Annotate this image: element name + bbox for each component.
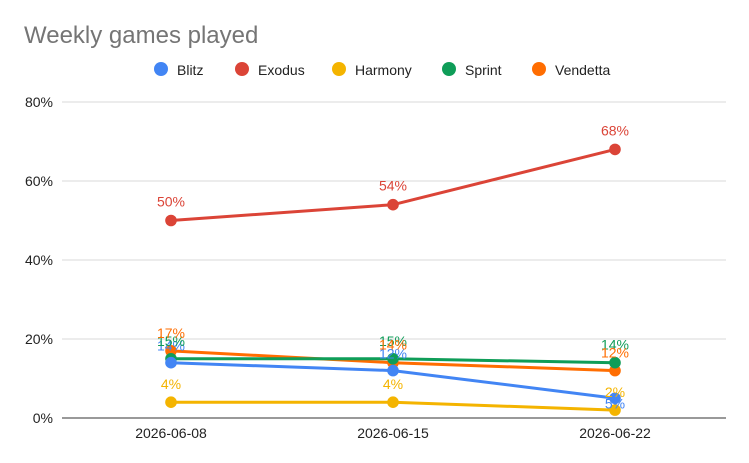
- x-tick-label: 2026-06-22: [579, 425, 651, 441]
- y-tick-label: 80%: [25, 94, 53, 110]
- legend-marker: [442, 62, 456, 76]
- data-point[interactable]: [165, 396, 177, 409]
- y-grid: [62, 101, 726, 419]
- legend-item[interactable]: Harmony: [332, 62, 412, 78]
- legend-item[interactable]: Sprint: [442, 62, 502, 78]
- y-tick-label: 0%: [33, 410, 53, 426]
- x-tick-label: 2026-06-15: [357, 425, 429, 441]
- legend-marker: [235, 62, 249, 76]
- legend-item[interactable]: Vendetta: [532, 62, 610, 78]
- data-point[interactable]: [387, 396, 399, 409]
- data-point[interactable]: [609, 143, 621, 156]
- legend-marker: [332, 62, 346, 76]
- y-tick-label: 40%: [25, 252, 53, 268]
- x-axis: 2026-06-08 2026-06-15 2026-06-22: [135, 425, 651, 441]
- y-axis: 0% 20% 40% 60% 80%: [25, 94, 53, 426]
- data-label: 12%: [379, 346, 407, 362]
- data-label: 14%: [157, 338, 185, 354]
- data-labels: 14% 12%5%50%54%68%4% 4% 2%15% 15% 14%17%14% 12…: [157, 122, 629, 411]
- series-layer: [165, 143, 621, 416]
- x-tick-label: 2026-06-08: [135, 425, 207, 441]
- data-label: 15%: [157, 333, 185, 349]
- data-point[interactable]: [387, 352, 399, 365]
- legend-item[interactable]: Blitz: [154, 62, 203, 78]
- legend-item[interactable]: Exodus: [235, 62, 305, 78]
- data-label: 15%: [379, 333, 407, 349]
- legend-label: Exodus: [258, 62, 305, 78]
- data-label: 4%: [161, 376, 181, 392]
- data-point[interactable]: [609, 356, 621, 369]
- legend-marker: [532, 62, 546, 76]
- data-point[interactable]: [165, 356, 177, 369]
- y-tick-label: 20%: [25, 331, 53, 347]
- legend-label: Sprint: [465, 62, 502, 78]
- legend: Blitz Exodus Harmony Sprint Vendetta: [154, 62, 610, 78]
- data-label: 4%: [383, 376, 403, 392]
- data-point[interactable]: [609, 392, 621, 405]
- data-point[interactable]: [165, 214, 177, 227]
- data-label: 14%: [379, 337, 407, 353]
- data-label: 12%: [601, 345, 629, 361]
- data-label: 17%: [157, 325, 185, 341]
- data-label: 50%: [157, 194, 185, 210]
- chart-title: Weekly games played: [24, 22, 258, 49]
- data-label: 2%: [605, 384, 625, 400]
- y-tick-label: 60%: [25, 173, 53, 189]
- legend-label: Blitz: [177, 62, 203, 78]
- legend-label: Harmony: [355, 62, 412, 78]
- data-label: 68%: [601, 122, 629, 138]
- data-label: 14%: [601, 337, 629, 353]
- data-label: 5%: [605, 395, 625, 411]
- legend-marker: [154, 62, 168, 76]
- data-point[interactable]: [387, 364, 399, 377]
- legend-label: Vendetta: [555, 62, 610, 78]
- data-label: 54%: [379, 178, 407, 194]
- data-point[interactable]: [387, 198, 399, 211]
- data-point[interactable]: [609, 404, 621, 416]
